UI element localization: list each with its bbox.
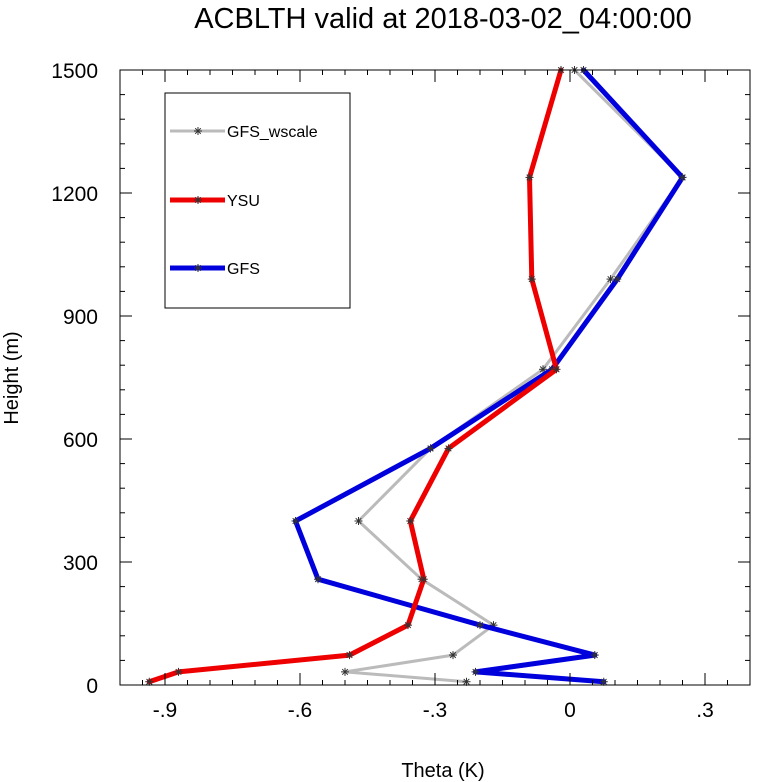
- data-point-ysu: [174, 667, 183, 676]
- axes: -.9 -.6 -.3 0 .3 0 300 600 900 1200 1500: [51, 60, 751, 722]
- data-point-ysu: [444, 444, 453, 453]
- data-point-gfs: [599, 677, 608, 686]
- data-point-gfs-wscale: [354, 517, 363, 525]
- y-tick-label: 1500: [51, 60, 98, 83]
- data-point-ysu: [404, 621, 412, 630]
- y-tick-label: 600: [63, 429, 98, 452]
- data-point-gfs: [426, 444, 435, 453]
- x-axis-label: Theta (K): [401, 760, 484, 782]
- legend-label-gfs-wscale: GFS_wscale: [227, 124, 318, 141]
- data-point-ysu: [527, 275, 536, 284]
- data-point-gfs: [613, 275, 622, 284]
- data-point-gfs-wscale: [462, 677, 471, 686]
- y-axis-label: Height (m): [1, 331, 23, 424]
- data-point-ysu: [419, 575, 428, 584]
- x-tick-label: -.3: [423, 699, 448, 722]
- legend-label-ysu: YSU: [227, 193, 260, 210]
- x-tick-label: 0: [564, 699, 576, 722]
- data-point-gfs: [471, 667, 480, 676]
- data-point-gfs-wscale: [539, 365, 547, 374]
- x-tick-label: .3: [696, 699, 714, 722]
- x-tick-label: -.6: [288, 699, 313, 722]
- data-point-ysu: [145, 677, 154, 686]
- data-point-gfs-wscale: [341, 667, 349, 676]
- data-point-gfs: [590, 651, 599, 660]
- data-point-gfs-wscale: [606, 275, 615, 284]
- series-line-gfs-wscale: [343, 68, 684, 684]
- y-tick-label: 300: [63, 552, 98, 575]
- chart-title: ACBLTH valid at 2018-03-02_04:00:00: [194, 3, 692, 35]
- series-line-gfs: [293, 67, 685, 685]
- legend-marker-ysu: [194, 196, 202, 204]
- data-point-gfs: [314, 575, 322, 584]
- data-point-gfs: [678, 173, 687, 182]
- y-tick-label: 0: [86, 675, 98, 698]
- legend: GFS_wscale YSU GFS: [164, 92, 351, 309]
- x-tick-label: -.9: [153, 699, 178, 722]
- data-point-ysu: [406, 517, 415, 525]
- legend-marker-gfs-wscale: [194, 127, 202, 135]
- legend-marker-gfs: [194, 264, 202, 272]
- data-point-ysu: [552, 365, 561, 374]
- data-point-gfs-wscale: [449, 651, 457, 660]
- plot-area: [145, 66, 687, 686]
- data-point-ysu: [345, 651, 354, 660]
- legend-label-gfs: GFS: [227, 261, 260, 278]
- y-tick-label: 1200: [51, 183, 98, 206]
- data-point-gfs: [476, 621, 484, 630]
- data-point-gfs: [291, 517, 300, 525]
- y-tick-label: 900: [63, 306, 98, 329]
- data-point-ysu: [525, 173, 534, 182]
